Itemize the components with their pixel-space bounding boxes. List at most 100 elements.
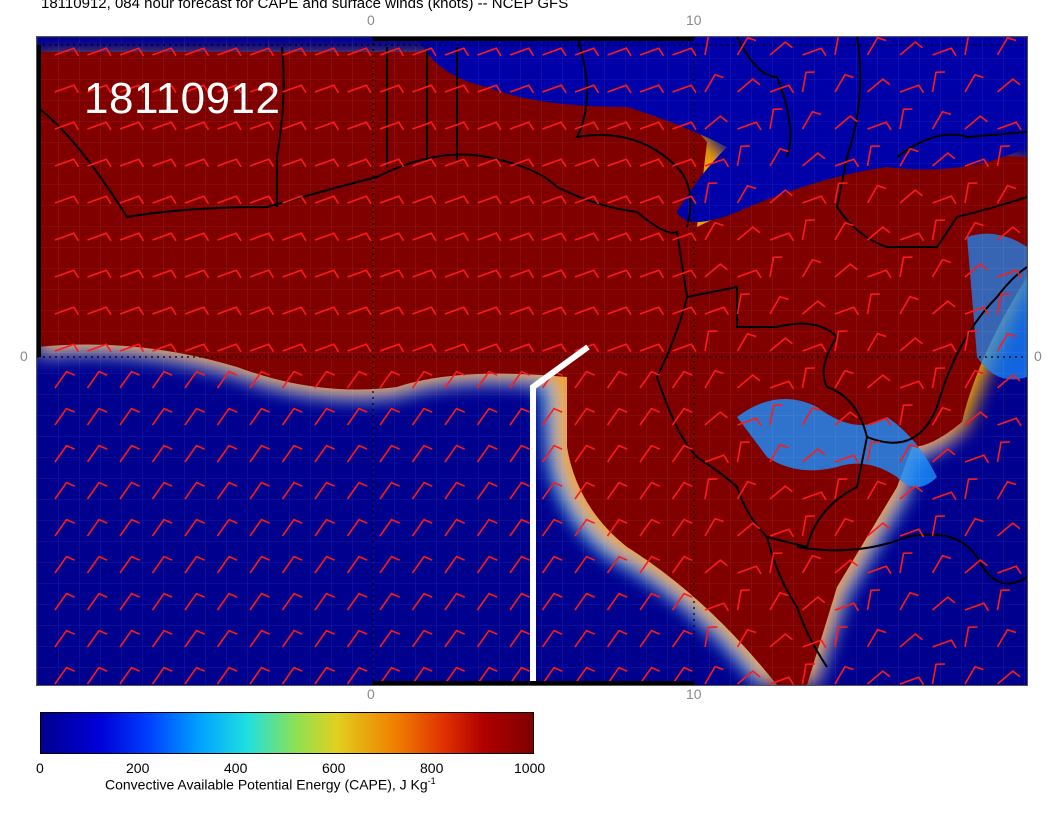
wind-barb	[151, 592, 173, 611]
wind-barb	[736, 37, 757, 56]
wind-barb	[314, 518, 336, 537]
wind-barb	[639, 158, 665, 168]
wind-barb	[574, 232, 600, 242]
wind-barb	[86, 407, 108, 426]
wind-barb	[346, 592, 368, 611]
wind-barb	[216, 407, 238, 426]
wind-barb	[314, 306, 340, 316]
wind-barb	[867, 121, 892, 131]
colorbar-label-200: 200	[126, 760, 150, 776]
wind-barb	[802, 47, 827, 57]
wind-barb	[412, 306, 437, 316]
wind-barb	[704, 158, 730, 168]
wind-barb	[899, 633, 923, 648]
wind-barb	[379, 481, 401, 500]
cross-section-line	[530, 344, 590, 685]
wind-barb	[964, 182, 978, 204]
wind-barb	[217, 158, 242, 168]
wind-barb	[834, 73, 854, 93]
wind-barb	[87, 158, 112, 168]
wind-barb	[834, 182, 848, 204]
wind-barb	[899, 108, 913, 130]
wind-barb	[86, 444, 108, 463]
wind-barb	[574, 195, 600, 205]
bottom-tick-0: 0	[367, 686, 375, 702]
wind-barb	[86, 666, 108, 685]
wind-barb	[184, 47, 210, 57]
wind-barb	[542, 158, 567, 168]
map-frame	[36, 36, 1028, 686]
wind-barb	[444, 370, 466, 389]
wind-barb	[152, 158, 177, 168]
wind-barb	[477, 195, 502, 205]
wind-barb	[899, 41, 923, 56]
wind-barb	[119, 444, 141, 463]
wind-barb	[119, 84, 145, 94]
wind-barb	[997, 121, 1022, 131]
wind-barb	[151, 518, 173, 537]
wind-barb	[606, 666, 628, 685]
wind-barb	[249, 518, 271, 537]
wind-barb	[736, 332, 757, 352]
wind-barb	[996, 480, 1017, 500]
wind-barb	[411, 444, 433, 463]
wind-barb	[931, 219, 946, 241]
wind-barb	[282, 121, 307, 131]
wind-barb	[54, 306, 80, 316]
wind-barb	[379, 158, 405, 168]
wind-barb	[639, 343, 665, 353]
wind-barb	[964, 559, 988, 574]
wind-barb	[509, 343, 535, 353]
wind-barb	[769, 443, 789, 463]
wind-barb	[86, 555, 108, 574]
wind-barb	[314, 158, 340, 168]
wind-barb	[347, 232, 372, 242]
wind-barb	[87, 195, 112, 205]
wind-barb	[931, 448, 956, 463]
wind-barb	[737, 121, 762, 131]
wind-barb	[964, 602, 990, 612]
wind-barb	[509, 481, 531, 500]
wind-barb	[54, 47, 80, 57]
wind-barb	[996, 332, 1017, 352]
wind-barb	[639, 444, 661, 463]
wind-barb	[152, 121, 177, 131]
wind-barb	[346, 518, 368, 537]
wind-barb	[606, 518, 628, 537]
wind-barb	[606, 407, 628, 426]
wind-barb	[379, 269, 405, 279]
wind-barb	[639, 481, 661, 500]
wind-barb	[542, 47, 567, 57]
wind-barb	[87, 269, 112, 279]
wind-barb	[379, 592, 401, 611]
wind-barb	[282, 47, 307, 57]
wind-barb	[541, 444, 563, 463]
wind-barb	[509, 195, 535, 205]
wind-barb	[119, 592, 141, 611]
wind-barb	[769, 528, 795, 538]
wind-barb	[86, 481, 108, 500]
wind-barb	[509, 84, 535, 94]
wind-barb	[671, 518, 693, 537]
wind-barb	[834, 263, 858, 278]
wind-barb	[249, 195, 275, 205]
wind-barb	[249, 481, 271, 500]
wind-barb	[639, 195, 665, 205]
left-tick-0: 0	[20, 348, 28, 364]
wind-barb	[866, 670, 891, 685]
wind-barb	[119, 306, 145, 316]
wind-barb	[216, 629, 238, 648]
wind-barb	[444, 481, 466, 500]
wind-barb	[541, 518, 563, 537]
wind-barb	[736, 226, 761, 241]
colorbar-label-600: 600	[322, 760, 346, 776]
wind-barb	[672, 47, 697, 57]
wind-barb	[347, 47, 372, 57]
wind-barb	[574, 518, 596, 537]
wind-barb	[217, 269, 242, 279]
wind-barb	[866, 226, 891, 241]
wind-barb	[671, 444, 693, 463]
wind-barb	[314, 370, 336, 389]
wind-barb	[866, 293, 881, 315]
wind-barb	[151, 555, 173, 574]
